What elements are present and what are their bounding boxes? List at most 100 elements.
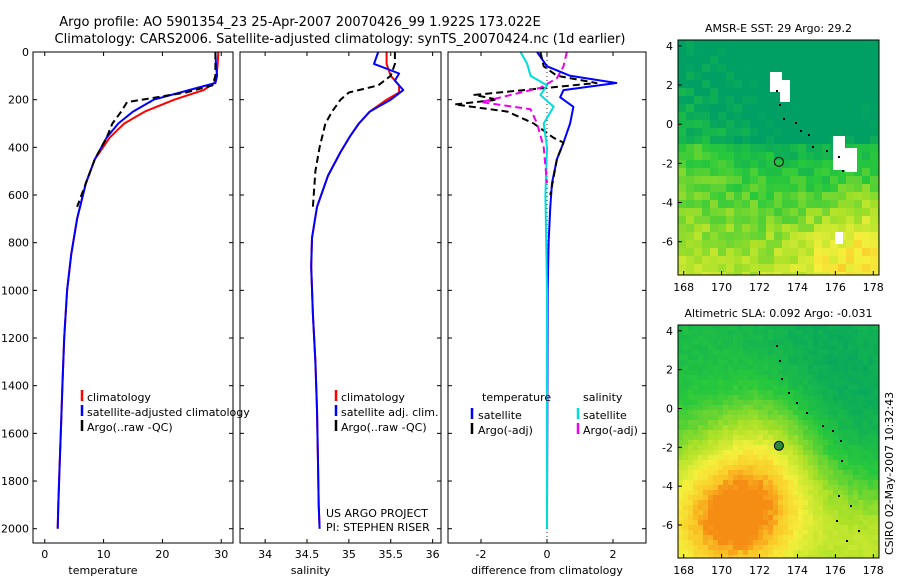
heatmap-cell bbox=[853, 465, 859, 471]
heatmap-cell bbox=[683, 420, 689, 426]
heatmap-cell bbox=[853, 505, 859, 511]
heatmap-cell bbox=[798, 224, 807, 233]
heatmap-cell bbox=[713, 380, 719, 386]
heatmap-cell bbox=[813, 475, 819, 481]
heatmap-cell bbox=[763, 495, 769, 501]
heatmap-cell bbox=[846, 248, 855, 257]
heatmap-cell bbox=[793, 480, 799, 486]
heatmap-cell bbox=[806, 48, 815, 57]
heatmap-cell bbox=[798, 535, 804, 541]
heatmap-cell bbox=[838, 375, 844, 381]
heatmap-cell bbox=[713, 545, 719, 551]
heatmap-cell bbox=[873, 445, 879, 451]
heatmap-cell bbox=[863, 490, 869, 496]
heatmap-cell bbox=[833, 420, 839, 426]
heatmap-cell bbox=[848, 475, 854, 481]
heatmap-cell bbox=[798, 330, 804, 336]
x-tick-label: 170 bbox=[711, 281, 732, 294]
heatmap-cell bbox=[718, 248, 727, 257]
heatmap-cell bbox=[808, 515, 814, 521]
heatmap-cell bbox=[793, 510, 799, 516]
heatmap-cell bbox=[793, 335, 799, 341]
heatmap-cell bbox=[734, 216, 743, 225]
heatmap-cell bbox=[798, 104, 807, 113]
x-tick-label: 176 bbox=[825, 564, 846, 577]
heatmap-cell bbox=[858, 365, 864, 371]
heatmap-cell bbox=[862, 80, 871, 89]
heatmap-cell bbox=[798, 410, 804, 416]
y-tick-label: -4 bbox=[662, 197, 673, 210]
heatmap-cell bbox=[678, 272, 687, 276]
heatmap-cell bbox=[838, 465, 844, 471]
heatmap-cell bbox=[823, 375, 829, 381]
heatmap-cell bbox=[798, 340, 804, 346]
heatmap-cell bbox=[678, 525, 684, 531]
heatmap-cell bbox=[723, 415, 729, 421]
heatmap-cell bbox=[783, 470, 789, 476]
heatmap-cell bbox=[790, 240, 799, 249]
heatmap-cell bbox=[846, 176, 855, 185]
heatmap-cell bbox=[806, 216, 815, 225]
heatmap-cell bbox=[813, 405, 819, 411]
heatmap-cell bbox=[718, 500, 724, 506]
heatmap-cell bbox=[818, 435, 824, 441]
heatmap-cell bbox=[806, 128, 815, 137]
x-axis-label: temperature bbox=[68, 564, 137, 577]
heatmap-cell bbox=[862, 72, 871, 81]
heatmap-cell bbox=[863, 520, 869, 526]
heatmap-cell bbox=[798, 160, 807, 169]
heatmap-cell bbox=[733, 330, 739, 336]
heatmap-cell bbox=[862, 224, 871, 233]
heatmap-cell bbox=[782, 224, 791, 233]
heatmap-cell bbox=[848, 460, 854, 466]
heatmap-cell bbox=[774, 248, 783, 257]
heatmap-cell bbox=[678, 555, 684, 559]
heatmap-cell bbox=[678, 420, 684, 426]
heatmap-cell bbox=[778, 365, 784, 371]
heatmap-cell bbox=[846, 208, 855, 217]
heatmap-cell bbox=[806, 224, 815, 233]
island-speck bbox=[806, 412, 808, 414]
heatmap-cell bbox=[783, 370, 789, 376]
heatmap-cell bbox=[738, 415, 744, 421]
heatmap-cell bbox=[694, 272, 703, 276]
heatmap-cell bbox=[858, 375, 864, 381]
heatmap-cell bbox=[803, 445, 809, 451]
heatmap-cell bbox=[708, 390, 714, 396]
heatmap-cell bbox=[758, 490, 764, 496]
heatmap-cell bbox=[733, 500, 739, 506]
heatmap-cell bbox=[710, 192, 719, 201]
heatmap-cell bbox=[753, 395, 759, 401]
heatmap-cell bbox=[758, 325, 764, 331]
heatmap-cell bbox=[678, 400, 684, 406]
heatmap-cell bbox=[694, 152, 703, 161]
heatmap-cell bbox=[693, 510, 699, 516]
heatmap-cell bbox=[813, 480, 819, 486]
heatmap-cell bbox=[854, 264, 863, 273]
heatmap-cell bbox=[793, 380, 799, 386]
heatmap-cell bbox=[838, 515, 844, 521]
heatmap-cell bbox=[788, 440, 794, 446]
heatmap-cell bbox=[718, 232, 727, 241]
heatmap-cell bbox=[833, 490, 839, 496]
heatmap-cell bbox=[788, 450, 794, 456]
heatmap-cell bbox=[798, 64, 807, 73]
heatmap-cell bbox=[862, 184, 871, 193]
heatmap-cell bbox=[753, 360, 759, 366]
heatmap-cell bbox=[828, 485, 834, 491]
heatmap-cell bbox=[854, 96, 863, 105]
heatmap-cell bbox=[853, 405, 859, 411]
heatmap-cell bbox=[738, 375, 744, 381]
heatmap-cell bbox=[782, 40, 791, 49]
heatmap-cell bbox=[823, 505, 829, 511]
heatmap-cell bbox=[678, 500, 684, 506]
heatmap-cell bbox=[718, 525, 724, 531]
heatmap-cell bbox=[813, 535, 819, 541]
heatmap-cell bbox=[778, 375, 784, 381]
heatmap-cell bbox=[698, 430, 704, 436]
heatmap-cell bbox=[750, 56, 759, 65]
heatmap-cell bbox=[778, 500, 784, 506]
heatmap-cell bbox=[828, 385, 834, 391]
heatmap-cell bbox=[703, 470, 709, 476]
heatmap-cell bbox=[703, 440, 709, 446]
